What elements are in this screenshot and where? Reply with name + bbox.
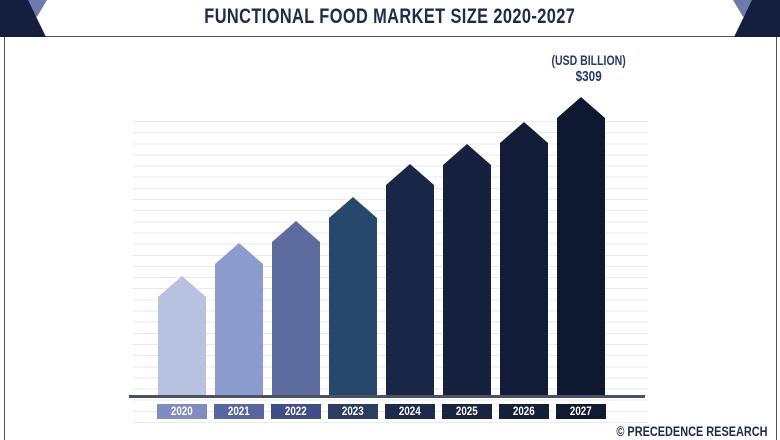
x-axis-label-text: 2023 <box>342 405 364 418</box>
x-axis-label-2020: 2020 <box>157 404 207 419</box>
brand-credit: © PRECEDENCE RESEARCH <box>595 423 770 439</box>
x-axis-label-text: 2020 <box>171 405 193 418</box>
brand-credit-text: © PRECEDENCE RESEARCH <box>616 423 768 439</box>
x-axis-line <box>129 395 645 398</box>
bar-2023 <box>329 197 377 398</box>
value-label: $309 <box>489 68 689 85</box>
x-axis-label-2024: 2024 <box>385 404 435 419</box>
unit-label: (USD BILLION) <box>489 53 689 68</box>
x-axis-label-2026: 2026 <box>499 404 549 419</box>
bar-2024 <box>386 164 434 398</box>
bar-2020 <box>158 276 206 398</box>
x-axis-label-2022: 2022 <box>271 404 321 419</box>
unit-label-text: (USD BILLION) <box>551 53 627 68</box>
bar-2026 <box>500 122 548 398</box>
bar-2025 <box>443 144 491 398</box>
x-axis-label-text: 2022 <box>285 405 307 418</box>
value-label-text: $309 <box>575 68 603 85</box>
x-axis-label-text: 2025 <box>456 405 478 418</box>
x-axis-label-2021: 2021 <box>214 404 264 419</box>
bar-2027 <box>557 97 605 398</box>
chart-title: FUNCTIONAL FOOD MARKET SIZE 2020-2027 <box>0 5 780 29</box>
bar-2022 <box>272 221 320 398</box>
x-axis-label-2023: 2023 <box>328 404 378 419</box>
bar-2021 <box>215 243 263 398</box>
x-axis-label-2027: 2027 <box>556 404 606 419</box>
x-axis-label-text: 2026 <box>513 405 535 418</box>
x-axis-label-text: 2021 <box>228 405 250 418</box>
value-annotation: (USD BILLION) $309 <box>489 53 689 85</box>
x-axis-label-2025: 2025 <box>442 404 492 419</box>
x-axis-label-text: 2024 <box>399 405 421 418</box>
chart-title-text: FUNCTIONAL FOOD MARKET SIZE 2020-2027 <box>204 5 576 28</box>
x-axis-label-text: 2027 <box>570 405 592 418</box>
